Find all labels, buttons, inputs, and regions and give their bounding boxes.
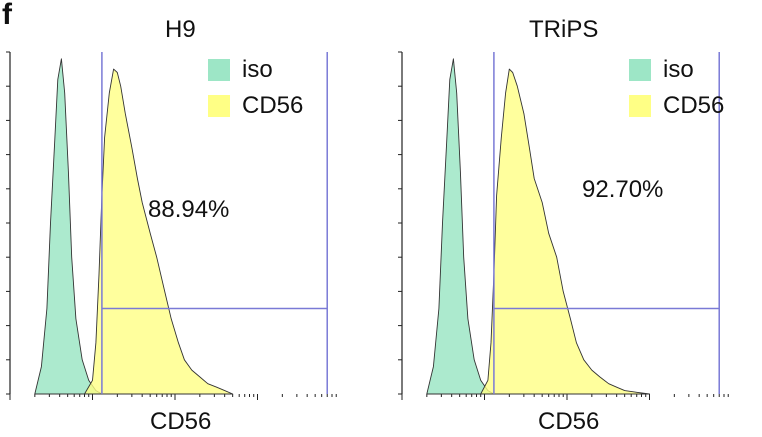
- histogram-h9: H9 CD56 88.94% iso CD56: [0, 0, 360, 437]
- series-iso-area: [426, 58, 495, 395]
- legend-swatch-iso: [629, 59, 651, 81]
- legend-item-cd56: CD56: [629, 92, 724, 120]
- gate-percent-label: 88.94%: [148, 196, 230, 223]
- legend-label-iso: iso: [663, 56, 694, 83]
- histogram-trips-svg: [398, 51, 729, 400]
- chart-title: TRiPS: [529, 16, 599, 43]
- legend-item-cd56: CD56: [208, 92, 303, 120]
- gate-percent-label: 92.70%: [582, 176, 664, 203]
- legend-swatch-cd56: [629, 95, 651, 117]
- histogram-h9-svg: [6, 51, 337, 400]
- legend-swatch-cd56: [208, 95, 230, 117]
- series-iso-area: [34, 58, 103, 395]
- legend-swatch-iso: [208, 59, 230, 81]
- legend-label-iso: iso: [242, 56, 273, 83]
- legend-item-iso: iso: [629, 56, 694, 84]
- legend-item-iso: iso: [208, 56, 273, 84]
- panel-label: f: [2, 0, 12, 31]
- series-cd56-area: [84, 68, 234, 395]
- x-axis-label: CD56: [150, 408, 212, 435]
- x-axis-label: CD56: [538, 408, 600, 435]
- histogram-trips: TRiPS CD56 92.70% iso CD56: [392, 0, 752, 437]
- legend-label-cd56: CD56: [242, 92, 304, 119]
- chart-title: H9: [165, 16, 196, 43]
- series-cd56-area: [480, 68, 650, 395]
- legend-label-cd56: CD56: [663, 92, 725, 119]
